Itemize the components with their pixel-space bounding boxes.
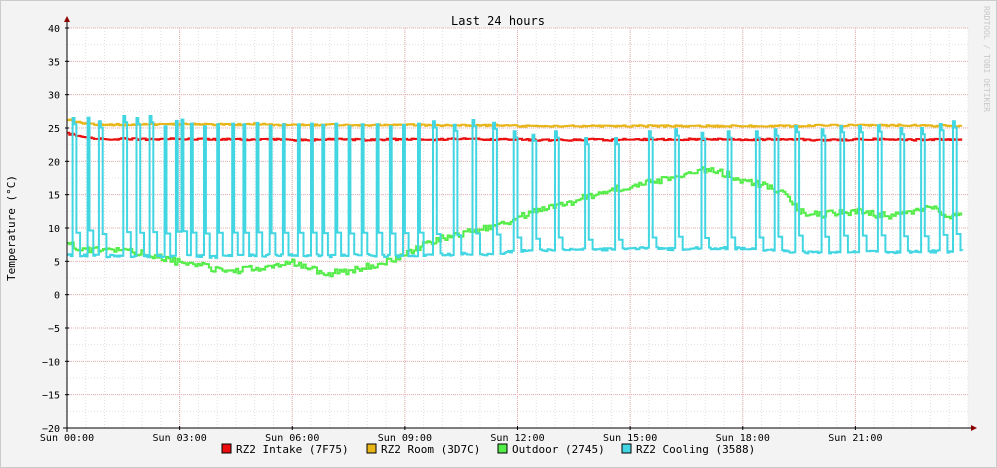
chart-title: Last 24 hours (451, 14, 545, 28)
x-tick-label: Sun 06:00 (265, 433, 319, 444)
x-tick-label: Sun 09:00 (378, 433, 432, 444)
legend-item: RZ2 Intake (7F75) (221, 443, 349, 456)
legend-swatch (497, 443, 508, 454)
y-tick-label: 0 (54, 291, 60, 302)
y-tick-label: 15 (48, 191, 60, 202)
y-axis-arrow-icon (64, 16, 70, 22)
legend-item: RZ2 Cooling (3588) (621, 443, 755, 456)
y-tick-labels: 40 35 30 25 20 15 10 5 0 −5 −10 −15 −20 (42, 24, 60, 435)
x-tick-label: Sun 21:00 (828, 433, 882, 444)
y-tick-label: 40 (48, 24, 60, 35)
legend-label: Outdoor (2745) (512, 443, 605, 456)
legend-item: Outdoor (2745) (497, 443, 605, 456)
legend-label: RZ2 Intake (7F75) (236, 443, 349, 456)
y-tick-label: 20 (48, 157, 60, 168)
y-tick-label: 35 (48, 57, 60, 68)
y-tick-label: 5 (54, 257, 60, 268)
series-lines (67, 115, 964, 278)
y-tick-label: −15 (42, 391, 60, 402)
series-line-3 (67, 166, 963, 278)
y-tick-label: 10 (48, 224, 60, 235)
legend-item: RZ2 Room (3D7C) (366, 443, 480, 456)
y-tick-label: −20 (42, 424, 60, 435)
y-tick-label: 30 (48, 91, 60, 102)
y-tick-label: −5 (48, 324, 60, 335)
legend: RZ2 Intake (7F75) RZ2 Room (3D7C) Outdoor … (221, 443, 755, 456)
x-tick-labels: Sun 00:00 Sun 03:00 Sun 06:00 Sun 09:00 Sun … (40, 433, 883, 444)
x-tick-label: Sun 00:00 (40, 433, 94, 444)
series-line-4 (67, 115, 964, 259)
x-tick-label: Sun 15:00 (603, 433, 657, 444)
y-tick-label: −10 (42, 357, 60, 368)
x-tick-label: Sun 03:00 (153, 433, 207, 444)
x-tick-label: Sun 12:00 (490, 433, 544, 444)
y-axis-label: Temperature (°C) (5, 175, 18, 281)
legend-swatch (621, 443, 632, 454)
legend-swatch (366, 443, 377, 454)
y-tick-label: 25 (48, 124, 60, 135)
x-axis-arrow-icon (971, 425, 977, 431)
watermark: RRDTOOL / TOBI OETIKER (982, 6, 991, 112)
legend-swatch (221, 443, 232, 454)
x-tick-label: Sun 18:00 (716, 433, 770, 444)
axes (63, 16, 977, 432)
legend-label: RZ2 Cooling (3588) (636, 443, 755, 456)
legend-label: RZ2 Room (3D7C) (381, 443, 480, 456)
